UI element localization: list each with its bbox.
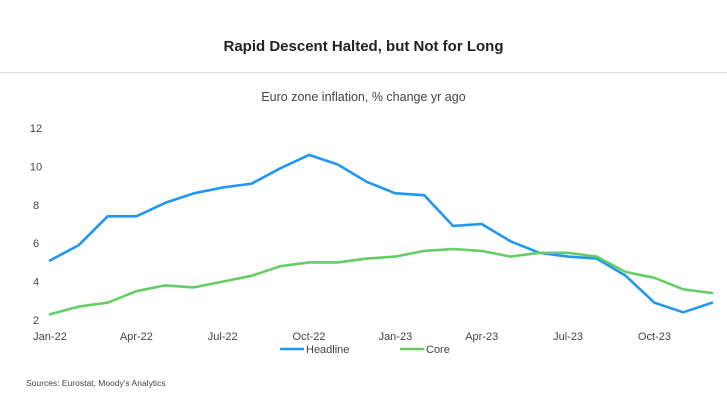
chart-subtitle: Euro zone inflation, % change yr ago	[261, 90, 466, 104]
data-point-headline	[164, 202, 166, 204]
data-point-core	[423, 250, 425, 252]
x-tick-label: Oct-23	[638, 331, 671, 343]
data-point-core	[567, 252, 569, 254]
y-tick-label: 8	[33, 200, 39, 212]
data-point-headline	[653, 302, 655, 304]
data-point-headline	[308, 154, 310, 156]
data-point-headline	[711, 302, 713, 304]
x-tick-label: Apr-22	[120, 331, 153, 343]
data-point-core	[481, 250, 483, 252]
data-point-core	[682, 288, 684, 290]
y-axis-ticks: 2 4 6 8 10 12	[30, 123, 42, 327]
data-point-core	[193, 286, 195, 288]
data-point-core	[49, 313, 51, 315]
legend: Headline Core	[280, 344, 450, 356]
x-axis-ticks: Jan-22 Apr-22 Jul-22 Oct-22 Jan-23 Apr-23 Jul-…	[33, 331, 671, 343]
x-tick-label: Jul-23	[553, 331, 583, 343]
y-tick-label: 6	[33, 238, 39, 250]
data-point-core	[308, 261, 310, 263]
data-point-core	[279, 265, 281, 267]
data-point-headline	[337, 163, 339, 165]
source-note: Sources: Eurostat, Moody's Analytics	[26, 378, 166, 388]
data-point-headline	[250, 182, 252, 184]
x-tick-label: Apr-23	[465, 331, 498, 343]
data-point-core	[596, 255, 598, 257]
data-point-headline	[49, 259, 51, 261]
data-point-core	[452, 248, 454, 250]
data-point-core	[394, 255, 396, 257]
data-point-core	[711, 292, 713, 294]
data-point-headline	[624, 275, 626, 277]
data-point-core	[509, 255, 511, 257]
legend-label-core: Core	[426, 344, 450, 356]
series-line-core	[48, 247, 714, 316]
data-point-headline	[423, 194, 425, 196]
data-point-headline	[365, 181, 367, 183]
data-point-core	[653, 277, 655, 279]
series-line-headline	[48, 153, 714, 314]
data-point-headline	[78, 244, 80, 246]
data-point-headline	[135, 215, 137, 217]
x-tick-label: Oct-22	[293, 331, 326, 343]
data-point-headline	[509, 240, 511, 242]
data-point-headline	[682, 311, 684, 313]
x-tick-label: Jan-22	[33, 331, 67, 343]
data-point-core	[106, 302, 108, 304]
data-point-core	[624, 271, 626, 273]
data-point-core	[365, 257, 367, 259]
y-tick-label: 4	[33, 277, 39, 289]
title-divider	[0, 72, 727, 73]
data-point-headline	[221, 186, 223, 188]
chart-title: Rapid Descent Halted, but Not for Long	[223, 38, 504, 55]
data-point-headline	[106, 215, 108, 217]
data-point-headline	[279, 167, 281, 169]
data-point-core	[221, 280, 223, 282]
y-tick-label: 10	[30, 161, 42, 173]
data-point-core	[250, 275, 252, 277]
data-point-headline	[567, 255, 569, 257]
data-point-core	[337, 261, 339, 263]
x-tick-label: Jan-23	[379, 331, 413, 343]
series-lines	[48, 153, 714, 316]
data-point-core	[164, 284, 166, 286]
legend-label-headline: Headline	[306, 344, 349, 356]
data-point-headline	[394, 192, 396, 194]
data-point-core	[538, 252, 540, 254]
data-point-headline	[452, 225, 454, 227]
y-tick-label: 2	[33, 315, 39, 327]
data-point-headline	[481, 223, 483, 225]
data-point-core	[135, 290, 137, 292]
data-point-core	[78, 305, 80, 307]
y-tick-label: 12	[30, 123, 42, 135]
x-tick-label: Jul-22	[208, 331, 238, 343]
data-point-headline	[193, 192, 195, 194]
